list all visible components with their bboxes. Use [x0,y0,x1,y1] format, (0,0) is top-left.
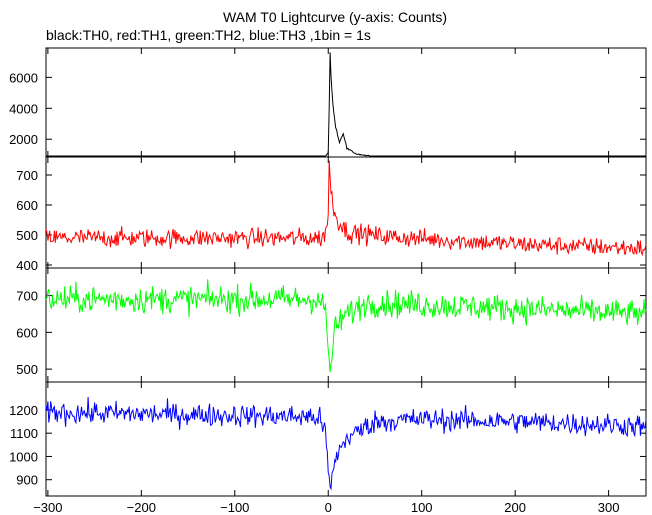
y-tick-label: 600 [16,198,38,213]
y-tick-label: 400 [16,258,38,273]
y-tick-label: 1000 [9,449,38,464]
panel-frame [45,267,647,383]
y-tick-label: 6000 [9,70,38,85]
y-tick-label: 4000 [9,101,38,116]
panel-th3: 900 1000 1100 1200 [9,381,647,497]
panel-frame [45,47,647,158]
series-th2 [45,279,647,373]
panels-group: 2000 4000 6000 400 500 600 700 500 600 700 900 1000… [9,47,647,497]
x-tick-label: 300 [598,500,620,515]
panel-th2: 500 600 700 [16,267,647,383]
chart-title: WAM T0 Lightcurve (y-axis: Counts) [223,9,447,25]
y-tick-label: 500 [16,228,38,243]
panel-frame [45,381,647,497]
x-tick-label: 0 [325,500,332,515]
series-th3 [45,396,647,491]
panel-th0: 2000 4000 6000 [9,47,647,158]
x-tick-label: 200 [504,500,526,515]
y-tick-label: 600 [16,325,38,340]
y-tick-label: 700 [16,168,38,183]
panel-th1: 400 500 600 700 [16,156,647,273]
x-tick-label: 100 [411,500,433,515]
chart-subtitle: black:TH0, red:TH1, green:TH2, blue:TH3 … [46,27,371,43]
x-tick-label: −200 [127,500,156,515]
x-axis: −300 −200 −100 0 100 200 300 [33,500,619,515]
series-th1 [45,160,647,257]
y-tick-label: 1100 [10,426,38,441]
x-tick-label: −300 [33,500,62,515]
y-tick-label: 900 [16,473,38,488]
y-tick-label: 500 [16,362,38,377]
y-tick-label: 2000 [9,132,38,147]
series-th0 [46,52,646,157]
y-tick-label: 700 [16,289,38,304]
panel-frame [45,156,647,269]
x-tick-label: −100 [220,500,249,515]
y-tick-label: 1200 [9,403,38,418]
